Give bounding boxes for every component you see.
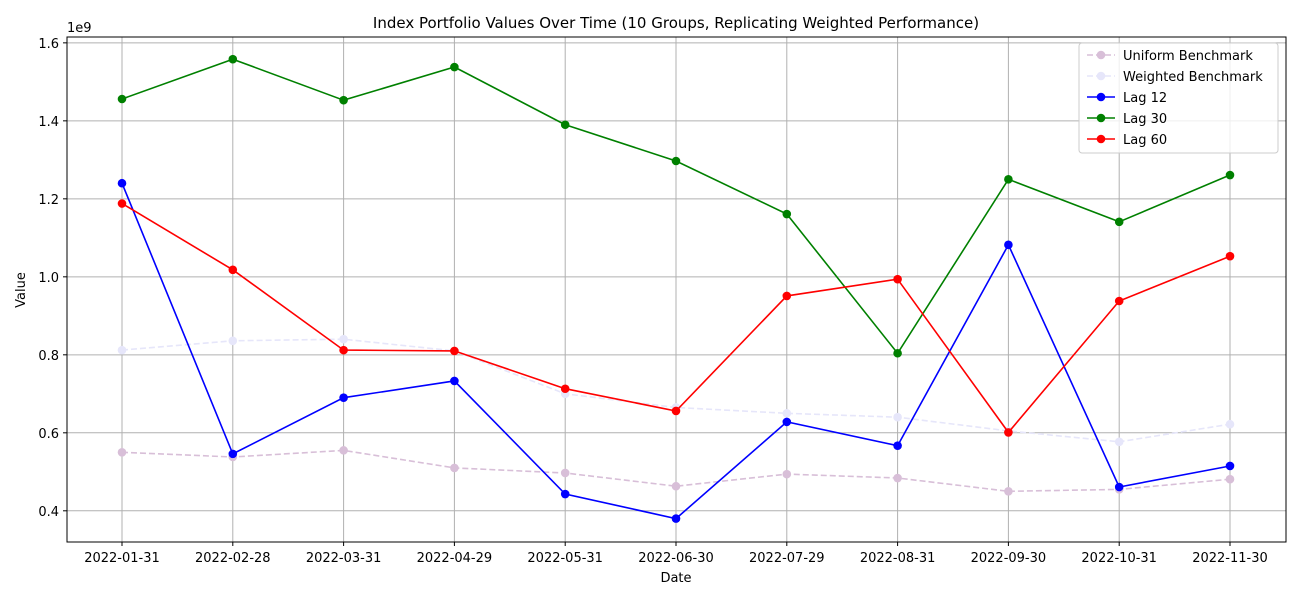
data-point [1004, 428, 1013, 437]
data-point [339, 95, 348, 105]
data-point [893, 348, 902, 358]
legend-swatch-marker [1096, 71, 1106, 81]
x-tick-label: 2022-08-31 [860, 551, 936, 566]
legend-swatch-marker [1096, 134, 1106, 144]
data-point [450, 376, 459, 386]
y-axis-label: Value [14, 272, 29, 308]
data-point [450, 346, 459, 356]
data-point [117, 448, 127, 457]
data-point [1225, 461, 1235, 471]
legend-label: Lag 30 [1123, 112, 1167, 127]
data-point [117, 199, 127, 208]
data-point [450, 62, 459, 72]
data-point [893, 473, 902, 483]
data-point [560, 120, 570, 130]
legend-box [1078, 42, 1279, 154]
data-point [671, 406, 681, 416]
y-tick-label: 1.6 [38, 37, 59, 52]
data-point [339, 446, 348, 455]
data-point [1004, 487, 1013, 496]
data-point [893, 412, 902, 422]
data-point [782, 409, 792, 418]
data-point [1225, 251, 1235, 261]
legend-label: Lag 60 [1123, 133, 1167, 148]
y-tick-label: 1.4 [38, 115, 59, 130]
legend-swatch-marker [1096, 113, 1106, 123]
data-point [1225, 419, 1235, 429]
x-tick-label: 2022-07-29 [749, 551, 825, 566]
data-point [671, 481, 681, 491]
data-point [117, 94, 127, 104]
y-tick-label: 0.6 [38, 427, 59, 442]
data-point [228, 54, 238, 64]
x-tick-label: 2022-03-31 [306, 551, 382, 566]
series-line [121, 449, 1231, 493]
x-tick-label: 2022-10-31 [1081, 551, 1157, 566]
x-tick-label: 2022-01-31 [84, 551, 160, 566]
data-point [117, 178, 127, 188]
y-tick-label: 0.4 [38, 505, 59, 520]
series-lag-30 [117, 54, 1235, 358]
data-point [1114, 217, 1124, 227]
y-tick-label: 0.8 [38, 349, 59, 364]
x-tick-label: 2022-06-30 [638, 551, 714, 566]
x-tick-label: 2022-09-30 [971, 551, 1047, 566]
data-point [450, 463, 459, 473]
data-point [671, 514, 681, 523]
y-axis-ticks: 0.4 0.6 0.8 1.0 1.2 1.4 1.6 [38, 37, 67, 520]
data-point [560, 384, 570, 394]
x-tick-label: 2022-11-30 [1192, 551, 1268, 566]
data-point [339, 393, 348, 403]
y-tick-label: 1.0 [38, 271, 59, 286]
data-point [671, 156, 681, 166]
data-point [1004, 175, 1013, 184]
data-point [782, 417, 792, 427]
data-point [228, 449, 238, 459]
data-point [893, 274, 902, 284]
data-point [782, 469, 792, 479]
data-point [560, 489, 570, 499]
series-lag-12 [117, 178, 1235, 523]
data-point [228, 265, 238, 275]
x-tick-label: 2022-04-29 [417, 551, 493, 566]
y-tick-label: 1.2 [38, 193, 59, 208]
data-point [228, 336, 238, 346]
legend-label: Lag 12 [1123, 91, 1167, 106]
x-tick-label: 2022-02-28 [195, 551, 271, 566]
data-point [893, 441, 902, 450]
x-axis-label: Date [660, 571, 691, 586]
data-point [1114, 482, 1124, 492]
data-point [1004, 240, 1013, 250]
data-point [339, 345, 348, 355]
data-point [1225, 170, 1235, 180]
legend: Uniform Benchmark Weighted Benchmark Lag 1… [1078, 42, 1279, 154]
data-point [1114, 437, 1124, 447]
series-layer [117, 54, 1235, 523]
data-point [339, 334, 348, 344]
legend-swatch-marker [1096, 50, 1106, 60]
x-axis-ticks: 2022-01-31 2022-02-28 2022-03-31 2022-04-29… [84, 542, 1268, 566]
data-point [1114, 296, 1124, 306]
data-point [782, 291, 792, 301]
x-tick-label: 2022-05-31 [527, 551, 603, 566]
series-uniform-benchmark [117, 446, 1235, 496]
y-axis-offset-label: 1e9 [67, 21, 92, 36]
data-point [117, 345, 127, 355]
legend-swatch-marker [1096, 92, 1106, 102]
chart-title: Index Portfolio Values Over Time (10 Gro… [373, 14, 979, 32]
data-point [782, 209, 792, 219]
legend-label: Uniform Benchmark [1123, 49, 1253, 64]
series-lag-60 [117, 199, 1235, 437]
legend-label: Weighted Benchmark [1123, 70, 1263, 85]
data-point [1225, 474, 1235, 484]
data-point [560, 468, 570, 478]
